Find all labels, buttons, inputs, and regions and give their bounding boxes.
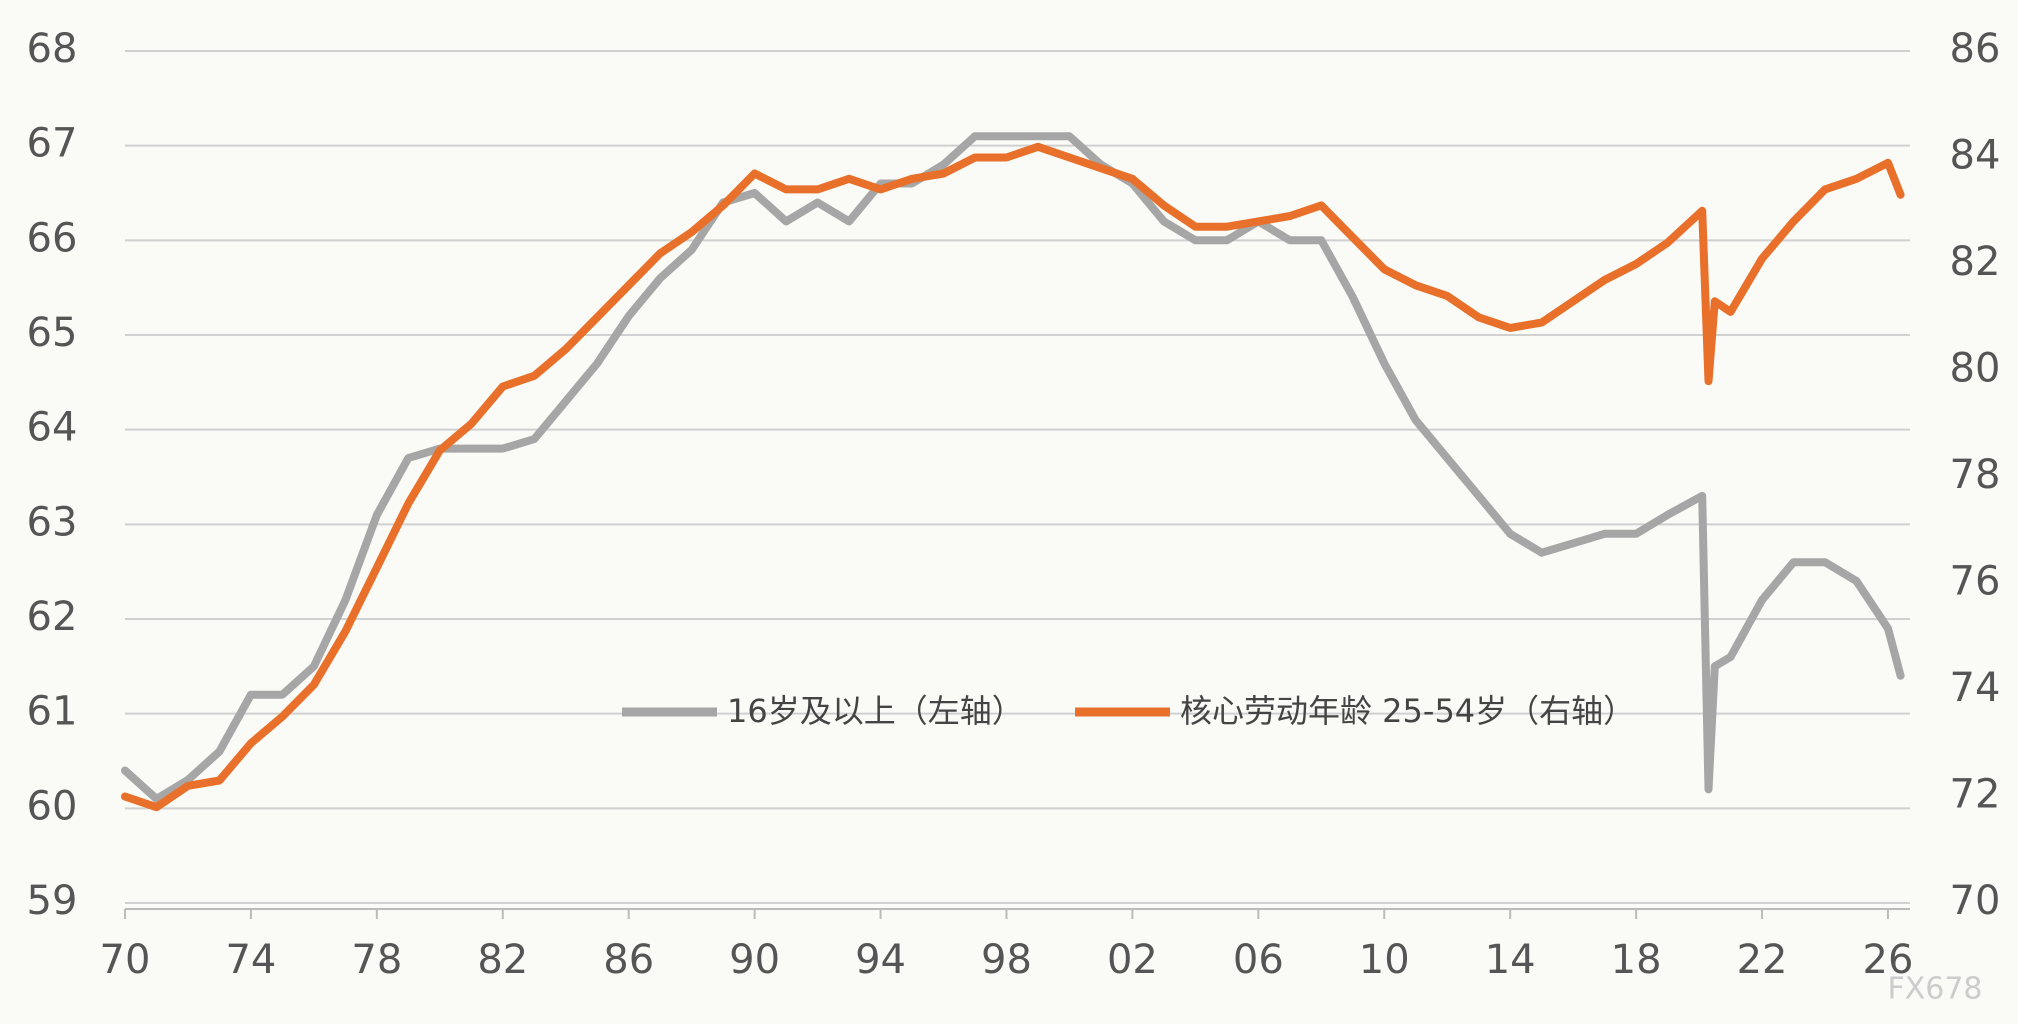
y2-tick-label: 72 bbox=[1950, 772, 2001, 818]
x-tick-label: 10 bbox=[1359, 937, 1410, 983]
watermark: FX678 bbox=[1887, 972, 1982, 1007]
x-tick-label: 86 bbox=[603, 937, 654, 983]
x-tick-label: 70 bbox=[100, 937, 151, 983]
y-tick-label: 65 bbox=[27, 310, 78, 356]
x-tick-label: 06 bbox=[1233, 937, 1284, 983]
legend-label: 核心劳动年龄 25-54岁（右轴） bbox=[1180, 692, 1635, 730]
y-tick-label: 59 bbox=[27, 878, 78, 924]
x-tick-label: 78 bbox=[351, 937, 402, 983]
x-tick-label: 90 bbox=[729, 937, 780, 983]
y-tick-label: 64 bbox=[27, 405, 78, 451]
x-tick-label: 18 bbox=[1611, 937, 1662, 983]
y2-tick-label: 78 bbox=[1950, 452, 2001, 498]
y-tick-label: 62 bbox=[27, 594, 78, 640]
x-tick-label: 14 bbox=[1485, 937, 1536, 983]
series-line bbox=[121, 132, 1905, 803]
y-tick-label: 66 bbox=[27, 215, 78, 261]
y2-tick-label: 82 bbox=[1950, 239, 2001, 285]
y2-tick-label: 76 bbox=[1950, 559, 2001, 605]
y2-tick-label: 80 bbox=[1950, 346, 2001, 392]
y2-tick-label: 74 bbox=[1950, 665, 2001, 711]
y2-tick-label: 84 bbox=[1950, 133, 2001, 179]
y-tick-label: 68 bbox=[27, 26, 78, 72]
x-tick-label: 74 bbox=[225, 937, 276, 983]
y-tick-label: 63 bbox=[27, 499, 78, 545]
x-tick-label: 22 bbox=[1737, 937, 1788, 983]
x-tick-label: 26 bbox=[1863, 937, 1914, 983]
y2-tick-label: 86 bbox=[1950, 26, 2001, 72]
y2-tick-label: 70 bbox=[1950, 878, 2001, 924]
y-tick-label: 60 bbox=[27, 783, 78, 829]
y-tick-label: 61 bbox=[27, 689, 78, 735]
x-tick-label: 94 bbox=[855, 937, 906, 983]
x-tick-label: 82 bbox=[477, 937, 528, 983]
legend-label: 16岁及以上（左轴） bbox=[727, 692, 1024, 730]
series-line bbox=[121, 142, 1905, 812]
x-tick-label: 98 bbox=[981, 937, 1032, 983]
x-tick-label: 02 bbox=[1107, 937, 1158, 983]
y-tick-label: 67 bbox=[27, 121, 78, 167]
